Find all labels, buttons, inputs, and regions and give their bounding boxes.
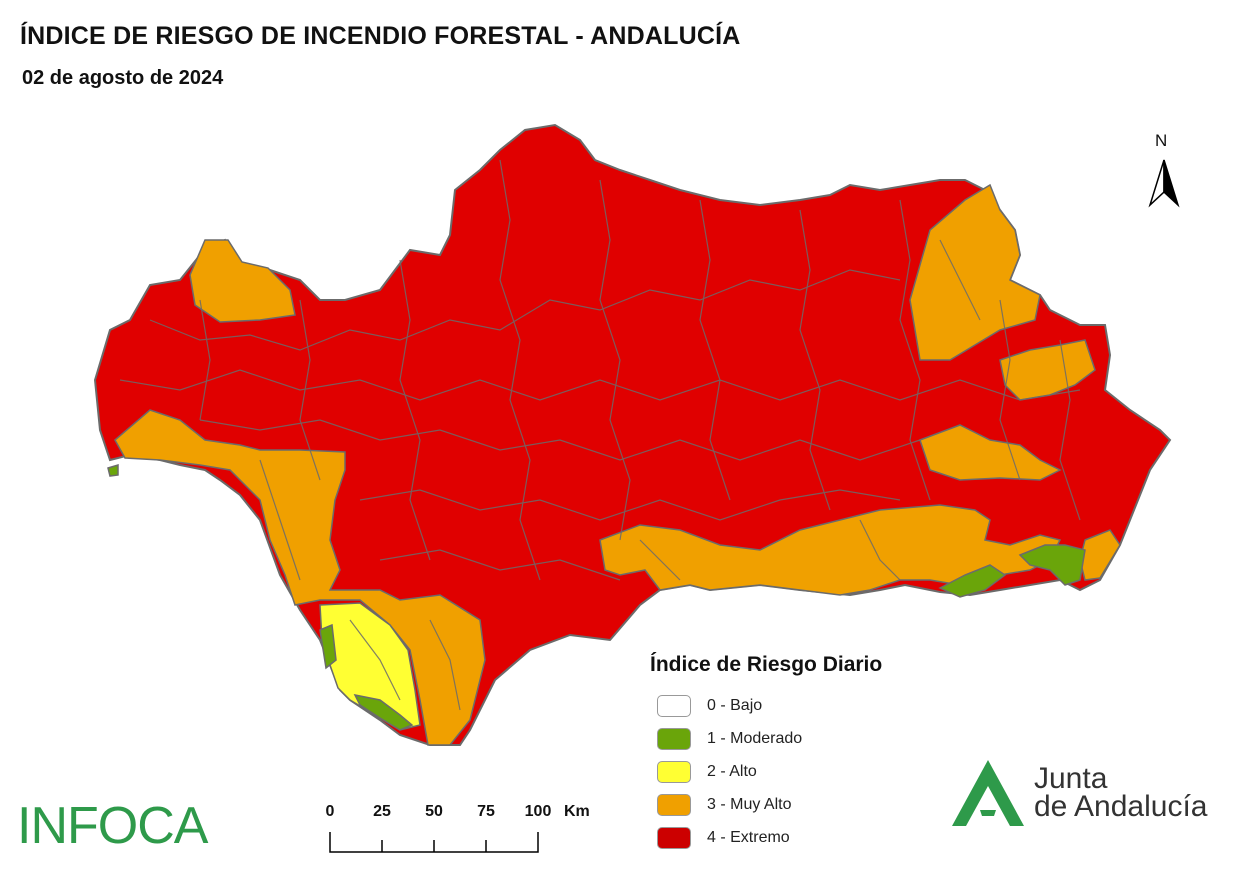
legend-item-moderado: 1 - Moderado: [657, 726, 802, 752]
scale-tick-0: 0: [325, 803, 335, 820]
scale-tick-50: 50: [425, 803, 443, 820]
area-almeria-central: [919, 424, 1062, 481]
legend-swatch-moderado: [657, 728, 691, 750]
area-almeria-coast: [1018, 544, 1086, 586]
area-cadiz-south: [353, 693, 414, 731]
area-granada-coast: [938, 564, 1007, 598]
legend-label-bajo: 0 - Bajo: [707, 697, 763, 714]
legend-swatch-bajo: [657, 695, 691, 717]
region-muy-alto: [114, 183, 1121, 746]
legend-item-extremo: 4 - Extremo: [657, 825, 790, 851]
region-moderado: [107, 463, 1086, 731]
legend-label-extremo: 4 - Extremo: [707, 829, 790, 846]
area-huelva-north: [189, 239, 296, 323]
legend-item-bajo: 0 - Bajo: [657, 693, 762, 719]
scale-unit: Km: [564, 803, 590, 820]
junta-andalucia-logo-icon: [952, 760, 1024, 826]
legend-item-muy-alto: 3 - Muy Alto: [657, 792, 791, 818]
region-extremo: [93, 123, 1172, 746]
north-arrow-icon: [1148, 159, 1180, 208]
area-almeria-east: [999, 339, 1096, 401]
scale-bar-graphic: [329, 832, 539, 853]
legend-label-alto: 2 - Alto: [707, 763, 757, 780]
scale-bar: 0 25 50 75 100 Km: [322, 800, 590, 860]
junta-name-line2: de Andalucía: [1034, 790, 1208, 823]
area-huelva-tip: [107, 463, 119, 477]
area-huelva-coast: [114, 409, 486, 746]
legend-title: Índice de Riesgo Diario: [650, 653, 883, 676]
legend-swatch-extremo: [657, 827, 691, 849]
junta-name-line1: Junta: [1034, 762, 1108, 795]
scale-tick-25: 25: [373, 803, 391, 820]
page-title: ÍNDICE DE RIESGO DE INCENDIO FORESTAL - …: [20, 22, 741, 50]
area-jaen-east: [909, 183, 1041, 361]
scale-tick-100: 100: [524, 803, 552, 820]
legend-label-moderado: 1 - Moderado: [707, 730, 803, 747]
legend-swatch-alto: [657, 761, 691, 783]
scale-tick-75: 75: [477, 803, 495, 820]
north-label: N: [1155, 131, 1168, 150]
area-cadiz-west: [319, 623, 337, 670]
municipal-borders: [119, 159, 1081, 711]
legend-item-alto: 2 - Alto: [657, 759, 757, 785]
page-date: 02 de agosto de 2024: [22, 67, 224, 89]
legend-swatch-muy-alto: [657, 794, 691, 816]
infoca-logo: INFOCA: [17, 797, 208, 855]
legend-label-muy-alto: 3 - Muy Alto: [707, 796, 792, 813]
